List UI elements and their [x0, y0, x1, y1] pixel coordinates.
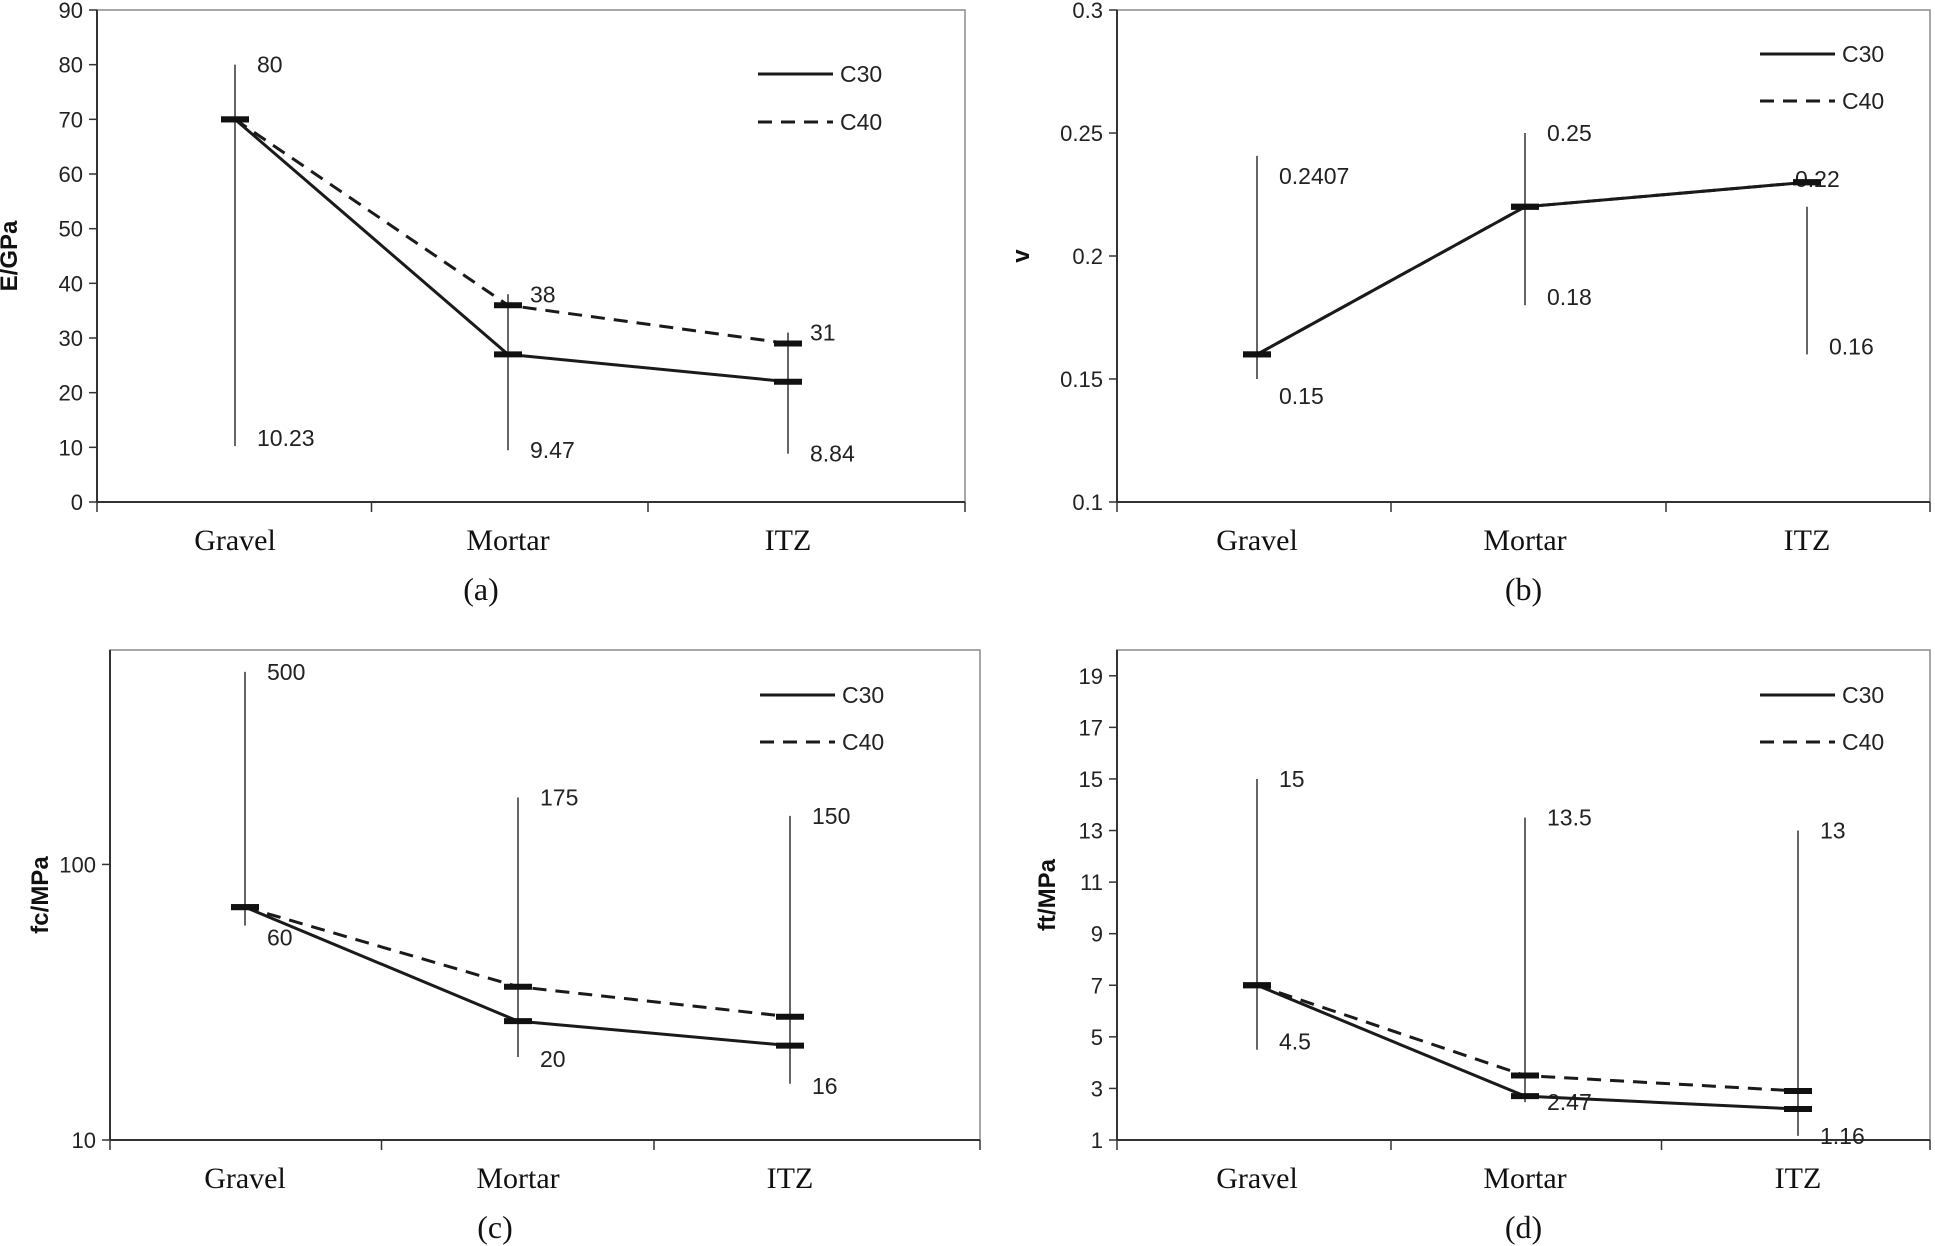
range-low-label: 4.5 — [1279, 1029, 1311, 1055]
y-tick-label: 15 — [1079, 767, 1103, 792]
y-tick-label: 0.3 — [1072, 0, 1103, 23]
legend-label-c40: C40 — [842, 729, 884, 755]
range-low-label: 9.47 — [530, 437, 575, 463]
panel-label: (c) — [477, 1209, 513, 1245]
range-low-label: 2.47 — [1547, 1089, 1592, 1115]
y-tick-label: 80 — [59, 53, 83, 78]
y-tick-label: 10 — [59, 435, 83, 460]
legend-label-c30: C30 — [1842, 682, 1884, 708]
category-label-gravel: Gravel — [194, 524, 276, 557]
legend: C30 C40 — [1760, 41, 1884, 114]
panel-label: (a) — [463, 571, 499, 607]
y-axis-label: E/GPa — [0, 220, 23, 291]
y-tick-label: 13 — [1079, 819, 1103, 844]
y-tick-label: 19 — [1079, 664, 1103, 689]
range-high-label: 0.22 — [1795, 166, 1840, 192]
y-tick-label: 0.1 — [1072, 490, 1103, 515]
range-low-label: 10.23 — [257, 425, 315, 451]
y-tick-label: 11 — [1080, 870, 1103, 895]
y-tick-label: 20 — [59, 381, 83, 406]
category-label-itz: ITZ — [767, 1162, 814, 1195]
category-label-itz: ITZ — [1775, 1162, 1822, 1195]
series-line-c30 — [1256, 983, 1799, 1111]
range-low-label: 0.16 — [1829, 333, 1874, 359]
range-low-label: 0.18 — [1547, 284, 1592, 310]
y-tick-label: 1 — [1091, 1128, 1103, 1153]
legend-label-c30: C30 — [840, 61, 882, 87]
y-tick-label: 9 — [1091, 922, 1103, 947]
range-low-label: 20 — [540, 1046, 566, 1072]
legend-label-c30: C30 — [842, 682, 884, 708]
y-tick-label: 50 — [59, 217, 83, 242]
y-axis-label: ft/MPa — [1034, 858, 1061, 931]
range-high-label: 80 — [257, 52, 283, 78]
legend-label-c40: C40 — [840, 109, 882, 135]
y-tick-label: 100 — [59, 852, 96, 877]
panel-label: (d) — [1505, 1209, 1542, 1245]
category-label-gravel: Gravel — [1216, 524, 1298, 557]
range-high-label: 150 — [812, 803, 850, 829]
chart-panel-3: 10 100 Gravel Mortar ITZ fc/MPa 500 60 175 20 150 1… — [27, 649, 981, 1245]
y-tick-label: 40 — [59, 271, 83, 296]
y-axis-label: v — [1008, 249, 1035, 263]
category-label-mortar: Mortar — [476, 1162, 559, 1195]
range-low-label: 16 — [812, 1073, 838, 1099]
category-label-itz: ITZ — [1784, 524, 1831, 557]
legend-label-c30: C30 — [1842, 41, 1884, 67]
series-line-c30 — [234, 118, 789, 384]
y-tick-label: 30 — [59, 326, 83, 351]
range-low-label: 60 — [267, 925, 293, 951]
y-tick-label: 5 — [1091, 1025, 1103, 1050]
legend: C30 C40 — [760, 682, 884, 755]
legend-label-c40: C40 — [1842, 88, 1884, 114]
range-high-label: 0.2407 — [1279, 163, 1349, 189]
range-high-label: 13 — [1820, 818, 1846, 844]
range-low-label: 8.84 — [810, 441, 855, 467]
y-tick-label: 90 — [59, 0, 83, 23]
legend-label-c40: C40 — [1842, 729, 1884, 755]
y-tick-label: 0.15 — [1060, 367, 1103, 392]
legend: C30 C40 — [758, 61, 882, 135]
range-high-label: 13.5 — [1547, 805, 1592, 831]
chart-panel-2: 0.1 0.15 0.2 0.25 0.3 Gravel Mortar ITZ v 0.2407 0… — [1008, 0, 1931, 607]
range-high-label: 38 — [530, 281, 556, 307]
y-tick-label: 0 — [71, 490, 83, 515]
range-high-label: 0.25 — [1547, 120, 1592, 146]
y-tick-label: 10 — [72, 1128, 96, 1153]
panel-label: (b) — [1505, 571, 1542, 607]
category-label-gravel: Gravel — [1216, 1162, 1298, 1195]
plot-frame — [96, 9, 966, 503]
y-tick-label: 70 — [59, 107, 83, 132]
y-tick-label: 0.25 — [1060, 121, 1103, 146]
series-line-c40 — [234, 118, 789, 345]
range-high-label: 175 — [540, 784, 578, 810]
y-axis-label: fc/MPa — [27, 856, 54, 934]
range-high-label: 15 — [1279, 766, 1305, 792]
y-tick-label: 3 — [1091, 1076, 1103, 1101]
category-label-itz: ITZ — [765, 524, 812, 557]
y-tick-label: 7 — [1091, 973, 1103, 998]
category-label-mortar: Mortar — [1483, 1162, 1566, 1195]
category-label-gravel: Gravel — [204, 1162, 286, 1195]
category-label-mortar: Mortar — [1483, 524, 1566, 557]
plot-frame — [1116, 9, 1931, 503]
range-high-label: 500 — [267, 659, 305, 685]
plot-frame — [1116, 649, 1931, 1141]
range-high-label: 31 — [810, 320, 836, 346]
range-low-label: 1.16 — [1820, 1123, 1865, 1149]
legend: C30 C40 — [1760, 682, 1884, 755]
category-label-mortar: Mortar — [466, 524, 549, 557]
y-tick-label: 60 — [59, 162, 83, 187]
y-tick-label: 17 — [1079, 715, 1103, 740]
chart-panel-1: 0 10 20 30 40 50 60 70 80 90 Gravel Mortar ITZ E/GPa 8… — [0, 0, 966, 607]
y-tick-label: 0.2 — [1072, 244, 1103, 269]
range-low-label: 0.15 — [1279, 383, 1324, 409]
